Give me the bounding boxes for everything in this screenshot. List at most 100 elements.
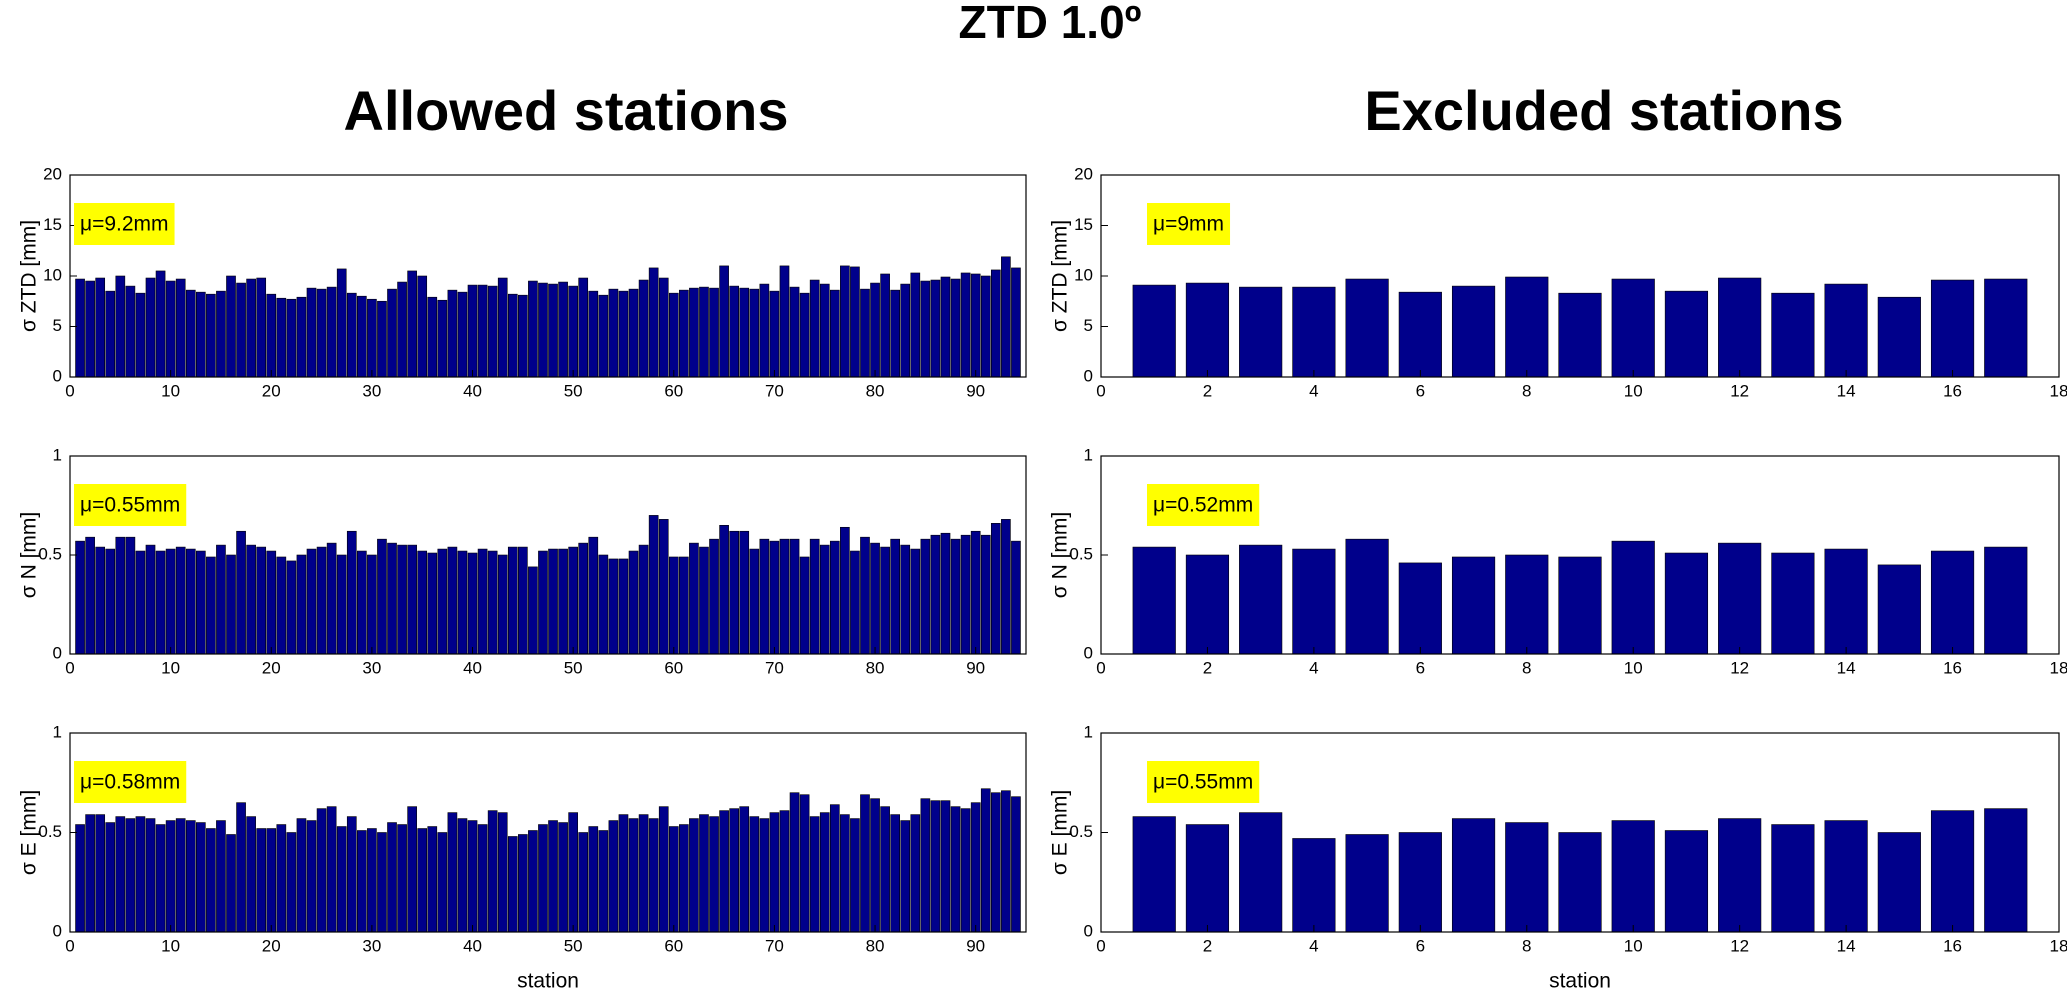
- x-tick-label: 90: [966, 658, 985, 677]
- bar: [427, 296, 438, 378]
- bar: [1771, 292, 1815, 378]
- x-tick-label: 70: [765, 658, 784, 677]
- bar: [588, 826, 599, 933]
- bar: [548, 548, 558, 655]
- bar: [397, 281, 407, 378]
- bar: [538, 550, 548, 655]
- bar: [930, 279, 941, 378]
- bar: [689, 287, 699, 378]
- bar: [105, 822, 116, 933]
- x-tick-label: 14: [1837, 381, 1856, 400]
- annotation: μ=0.55mm: [80, 494, 180, 517]
- bar: [336, 826, 347, 933]
- bar: [125, 536, 136, 655]
- x-tick-label: 20: [262, 381, 281, 400]
- bar: [427, 552, 438, 655]
- bar: [216, 820, 226, 933]
- y-tick-label: 1: [1084, 445, 1093, 464]
- x-tick-label: 18: [2050, 936, 2067, 955]
- x-tick-label: 80: [866, 381, 885, 400]
- x-tick-label: 0: [1096, 936, 1105, 955]
- bar: [628, 550, 639, 655]
- x-tick-label: 50: [564, 936, 583, 955]
- bar: [769, 812, 780, 933]
- x-tick-label: 8: [1522, 936, 1531, 955]
- bar: [165, 280, 176, 378]
- x-tick-label: 20: [262, 936, 281, 955]
- bar: [588, 290, 599, 378]
- bar: [226, 554, 236, 655]
- x-tick-label: 40: [463, 658, 482, 677]
- bar: [578, 542, 589, 655]
- bar: [1824, 283, 1868, 378]
- annotation: μ=0.58mm: [80, 771, 180, 794]
- bar: [1185, 824, 1230, 933]
- bar: [1718, 277, 1762, 378]
- bar: [1345, 538, 1389, 655]
- bar: [397, 824, 407, 933]
- bar: [357, 550, 367, 655]
- bar: [276, 824, 287, 933]
- bar: [165, 820, 176, 933]
- bar: [1824, 820, 1868, 933]
- bar: [980, 534, 991, 655]
- bar: [819, 283, 830, 378]
- y-tick-label: 0.5: [1069, 822, 1093, 841]
- bar: [326, 286, 337, 378]
- bar: [729, 808, 739, 933]
- bar: [216, 544, 226, 655]
- annotation: μ=9.2mm: [80, 213, 169, 236]
- bar: [920, 538, 931, 655]
- column-title: Excluded stations: [1364, 79, 1843, 142]
- bar: [860, 536, 870, 655]
- bar: [689, 542, 699, 655]
- bar: [970, 802, 981, 933]
- bar: [316, 288, 327, 378]
- bar: [195, 291, 206, 378]
- bar: [266, 828, 277, 933]
- x-tick-label: 70: [765, 381, 784, 400]
- x-tick-label: 4: [1309, 381, 1318, 400]
- annotation-box: [1147, 484, 1260, 526]
- bar: [679, 556, 689, 655]
- bar: [75, 824, 85, 933]
- bar: [306, 287, 317, 378]
- bar: [528, 830, 538, 933]
- bar: [175, 278, 186, 378]
- bar: [1930, 279, 1975, 378]
- bar: [618, 290, 629, 378]
- bar: [709, 816, 719, 933]
- bar: [497, 812, 508, 933]
- bar: [960, 272, 971, 378]
- bar: [719, 524, 729, 655]
- bar: [487, 550, 498, 655]
- bar: [990, 523, 1001, 655]
- bar: [155, 824, 166, 933]
- bar: [880, 273, 890, 378]
- x-tick-label: 4: [1309, 658, 1318, 677]
- bar: [840, 265, 850, 378]
- x-tick-label: 18: [2050, 658, 2067, 677]
- bar: [286, 298, 297, 378]
- x-tick-label: 30: [362, 658, 381, 677]
- bar: [195, 550, 206, 655]
- x-tick-label: 0: [1096, 381, 1105, 400]
- x-tick-label: 90: [966, 381, 985, 400]
- annotation-box: [74, 761, 187, 803]
- bar: [1664, 290, 1709, 378]
- bar: [437, 832, 448, 933]
- annotation: μ=0.52mm: [1153, 494, 1253, 517]
- bar: [326, 542, 337, 655]
- bar: [1877, 296, 1921, 378]
- bar: [558, 281, 568, 378]
- bar: [1011, 267, 1021, 378]
- x-tick-label: 16: [1943, 381, 1962, 400]
- bar: [457, 550, 468, 655]
- bar: [648, 515, 659, 655]
- bar: [256, 828, 267, 933]
- y-tick-label: 20: [1074, 164, 1093, 183]
- bar: [789, 792, 800, 933]
- bar: [1185, 282, 1230, 378]
- annotation-box: [74, 484, 187, 526]
- bar: [789, 538, 800, 655]
